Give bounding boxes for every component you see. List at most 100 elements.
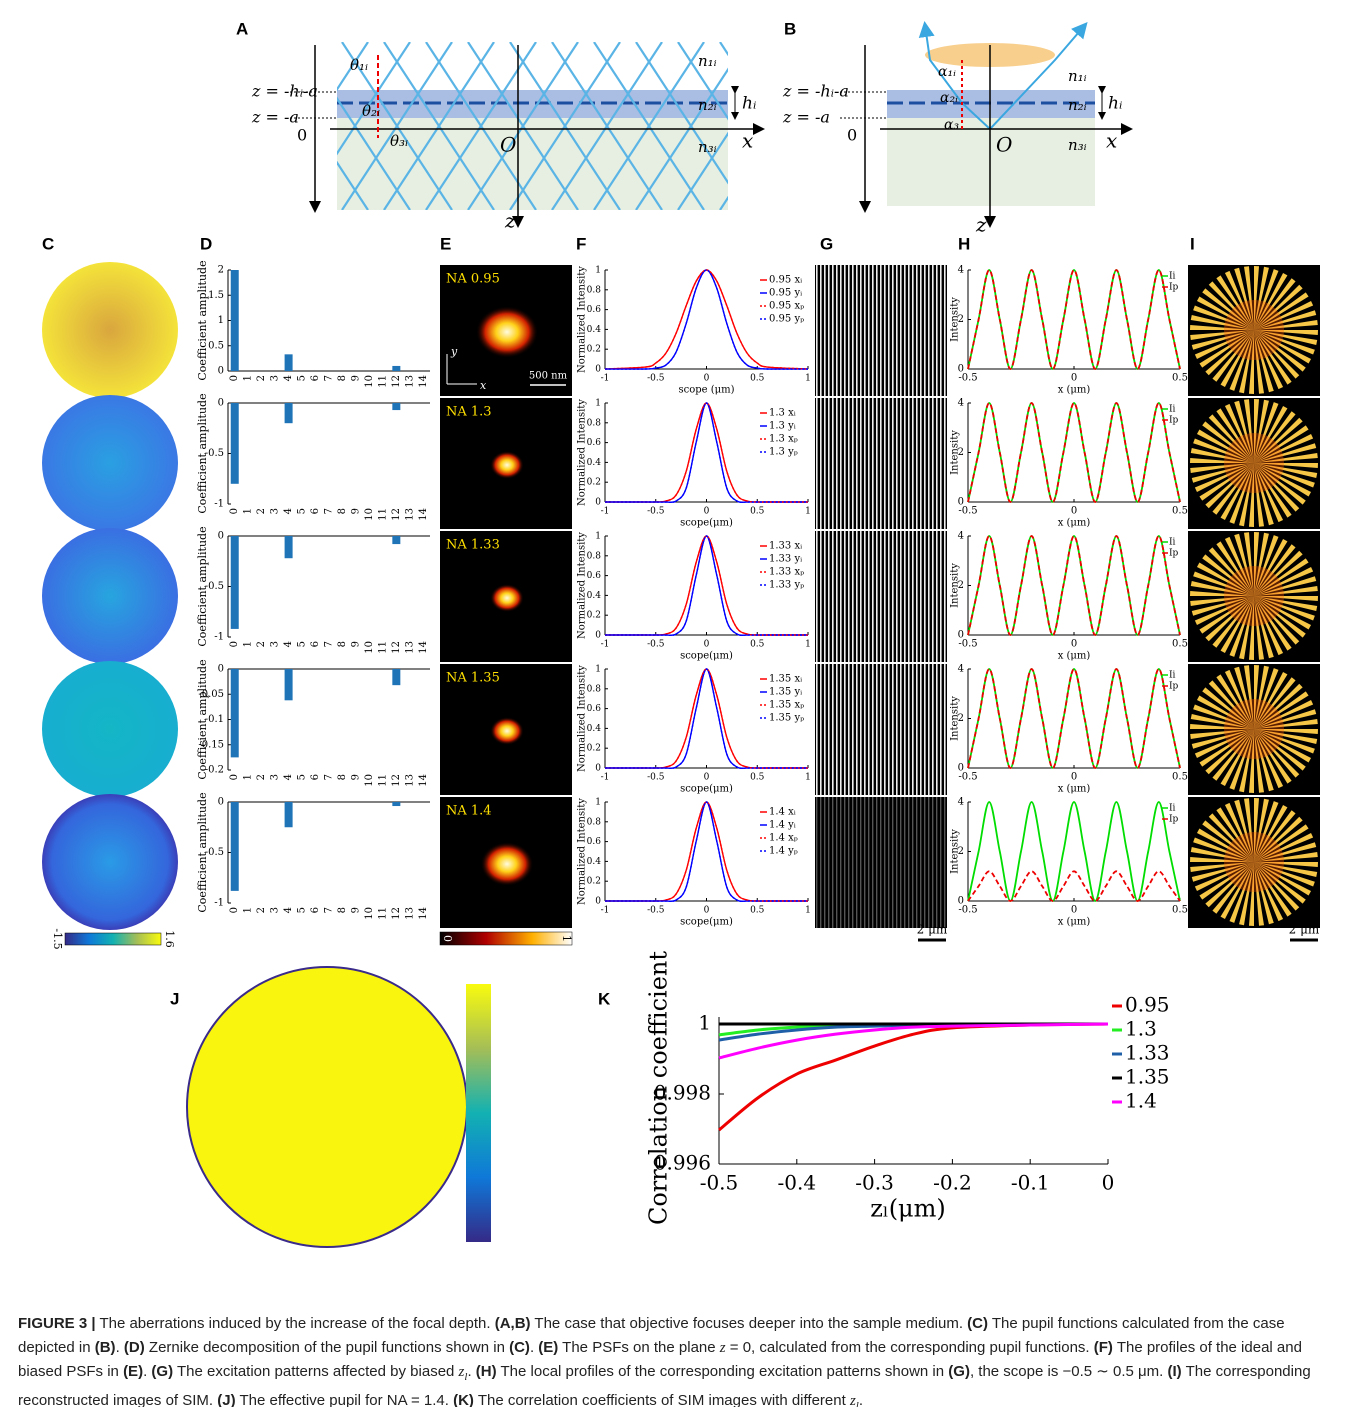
y-tick-label: 0.4	[587, 458, 602, 468]
caption-text: (E)	[538, 1339, 558, 1356]
x-tick-label: 3	[270, 508, 281, 514]
y-tick-label: 0.6	[587, 704, 602, 714]
y-tick-label: 4	[958, 265, 964, 276]
x-axis-label: x (μm)	[1058, 518, 1091, 529]
y-tick-label: 0.6	[587, 571, 602, 581]
bar	[392, 802, 400, 806]
panel-label: K	[598, 989, 611, 1008]
bar	[231, 802, 239, 891]
x-tick-label: -1	[601, 640, 610, 650]
x-tick-label: 0	[704, 906, 710, 916]
center-glow	[1224, 300, 1284, 360]
legend-label: 1.4	[1125, 1089, 1157, 1113]
psf-spot	[481, 842, 534, 886]
y-tick-label: 0.2	[587, 877, 601, 887]
x-tick-label: 0.5	[1172, 639, 1188, 650]
y-tick-label: 0.4	[587, 724, 602, 734]
x-tick-label: 2	[256, 907, 267, 913]
x-tick-label: 7	[324, 774, 335, 780]
x-axis-label: x (μm)	[1058, 917, 1091, 928]
caption: FIGURE 3 | The aberrations induced by th…	[18, 1312, 1338, 1407]
medium-3	[887, 118, 1095, 206]
y-tick-label: 1	[595, 665, 601, 675]
colorbar-label: 0	[441, 935, 454, 942]
x-tick-label: 0.5	[1172, 373, 1188, 384]
bar	[285, 403, 293, 423]
pupil-function	[42, 528, 178, 664]
caption-text: = 0, calculated from the corresponding p…	[726, 1339, 1094, 1356]
excitation-pattern	[815, 265, 947, 396]
legend-label: Ii	[1169, 804, 1176, 814]
x-tick-label: 10	[364, 774, 375, 787]
y-axis-label: Normalized Intensity	[577, 266, 588, 373]
x-tick-label: 11	[377, 375, 388, 388]
diagram-b: z = -hᵢ-a z = -a 0 O x z n₁ᵢ n₂ᵢ n₃ᵢ hᵢ …	[782, 25, 1130, 237]
x-axis-label: scope(μm)	[680, 518, 733, 529]
legend-label: 1.4 xₚ	[769, 833, 798, 844]
intensity-line	[968, 669, 1180, 768]
y-tick-label: -1	[214, 898, 224, 909]
y-axis-label: Coefficient amplitude	[196, 393, 209, 513]
label: hᵢ	[1108, 94, 1122, 114]
x-tick-label: 10	[364, 375, 375, 388]
x-tick-label: 4	[283, 375, 294, 381]
caption-text: (E)	[123, 1363, 143, 1380]
x-tick-label: 11	[377, 641, 388, 654]
x-tick-label: 9	[350, 907, 361, 913]
pupil-function	[42, 262, 178, 398]
x-tick-label: 0.5	[750, 773, 765, 783]
panel-label: H	[958, 234, 970, 253]
x-tick-label: 14	[418, 508, 429, 521]
caption-text: , the scope is −0.5 ∼ 0.5 μm.	[970, 1363, 1168, 1380]
y-axis-label: Normalized Intensity	[577, 532, 588, 639]
panel-label: E	[440, 234, 451, 253]
y-axis-label: Intensity	[950, 829, 961, 874]
label: z = -hᵢ-a	[251, 82, 318, 101]
na-label: NA 1.33	[446, 538, 500, 553]
label: θ₁ᵢ	[350, 56, 368, 74]
legend-label: 0.95 yₚ	[769, 314, 804, 325]
x-tick-label: 6	[310, 774, 321, 780]
legend-label: 1.33 xᵢ	[769, 541, 802, 552]
scalebar-label: 2 μm	[1289, 923, 1320, 937]
panel-label: F	[576, 234, 586, 253]
x-tick-label: 0	[704, 507, 710, 517]
legend-label: 1.33 yᵢ	[769, 554, 802, 565]
x-tick-label: 1	[805, 640, 811, 650]
x-axis-label: scope(μm)	[680, 651, 733, 662]
colorbar-label: -1.5	[51, 928, 64, 949]
x-tick-label: 12	[391, 774, 402, 787]
caption-text: The case that objective focuses deeper i…	[531, 1315, 968, 1332]
label: θ₃ᵢ	[390, 132, 408, 150]
y-tick-label: -1	[214, 632, 224, 643]
label: α₂ᵢ	[940, 90, 958, 106]
label: α₃	[944, 117, 959, 133]
x-tick-label: 0	[1071, 639, 1077, 650]
legend-label: 1.33 xₚ	[769, 567, 804, 578]
label: α₁ᵢ	[938, 64, 956, 80]
x-tick-label: 0	[229, 641, 240, 647]
caption-text: (G)	[948, 1363, 970, 1380]
x-tick-label: -0.5	[647, 640, 665, 650]
x-tick-label: 14	[418, 774, 429, 787]
center-glow	[1224, 566, 1284, 626]
center-glow	[1224, 433, 1284, 493]
legend-label: 1.3 yₚ	[769, 447, 798, 458]
x-tick-label: 0.5	[1172, 772, 1188, 783]
x-tick-label: 6	[310, 641, 321, 647]
na-label: NA 1.4	[446, 804, 492, 819]
y-axis-label: Intensity	[950, 297, 961, 342]
intensity-line	[968, 270, 1180, 369]
y-tick-label: 0.2	[587, 345, 601, 355]
caption-text: (F)	[1094, 1339, 1113, 1356]
x-tick-label: -1	[601, 906, 610, 916]
scalebar-label: 500 nm	[529, 371, 568, 382]
x-tick-label: 14	[418, 375, 429, 388]
x-tick-label: 0	[229, 375, 240, 381]
bar	[392, 403, 400, 410]
x-tick-label: 9	[350, 375, 361, 381]
caption-text: Zernike decomposition of the pupil funct…	[145, 1339, 509, 1356]
x-tick-label: 13	[404, 641, 415, 654]
x-tick-label: 2	[256, 641, 267, 647]
intensity-line	[968, 403, 1180, 502]
